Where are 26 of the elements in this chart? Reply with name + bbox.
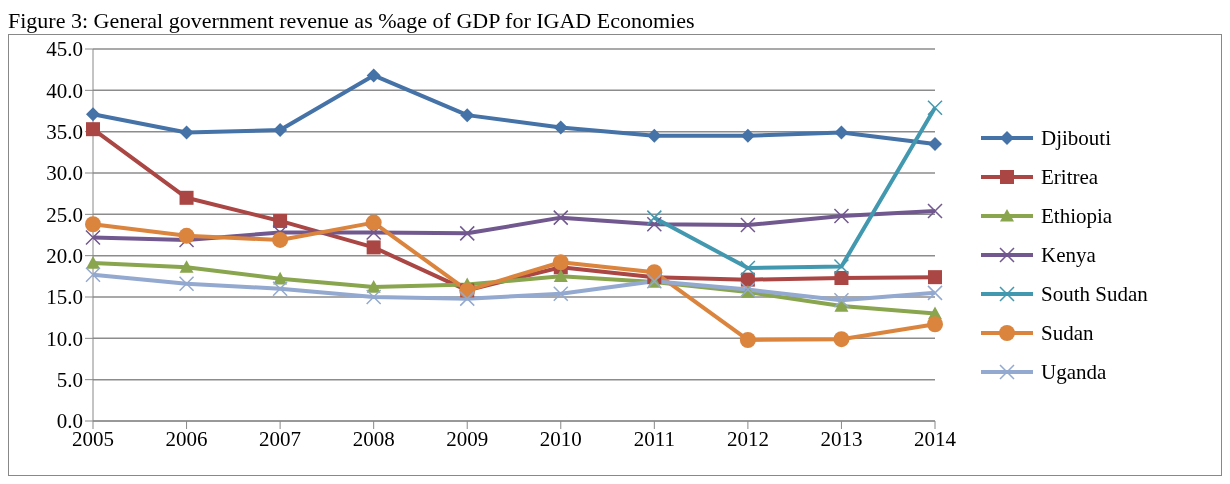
x-tick-label: 2009 <box>446 426 489 451</box>
y-tick-label: 45.0 <box>46 37 83 62</box>
legend-label: Eritrea <box>1041 164 1099 190</box>
x-tick-label: 2008 <box>352 426 395 451</box>
y-tick-label: 10.0 <box>46 326 83 351</box>
y-tick-label: 15.0 <box>46 285 83 310</box>
x-tick-label: 2011 <box>633 426 675 451</box>
x-tick-label: 2007 <box>259 426 302 451</box>
legend-label: South Sudan <box>1041 281 1148 307</box>
legend-label: Djibouti <box>1041 125 1112 151</box>
legend-label: Sudan <box>1041 320 1094 346</box>
x-tick-label: 2010 <box>539 426 582 451</box>
y-tick-label: 5.0 <box>56 368 83 393</box>
y-tick-label: 35.0 <box>46 120 83 145</box>
chart-title: Figure 3: General government revenue as %age of GDP for IGAD Economies <box>8 8 696 34</box>
y-tick-label: 40.0 <box>46 78 83 103</box>
y-tick-label: 20.0 <box>46 244 83 269</box>
legend-label: Uganda <box>1041 359 1107 385</box>
y-tick-label: 25.0 <box>46 202 83 227</box>
x-tick-label: 2006 <box>165 426 208 451</box>
x-tick-label: 2013 <box>820 426 863 451</box>
legend-label: Kenya <box>1041 242 1096 268</box>
legend-label: Ethiopia <box>1041 203 1113 229</box>
x-tick-label: 2014 <box>914 426 957 451</box>
y-tick-label: 30.0 <box>46 161 83 186</box>
x-tick-label: 2012 <box>726 426 769 451</box>
